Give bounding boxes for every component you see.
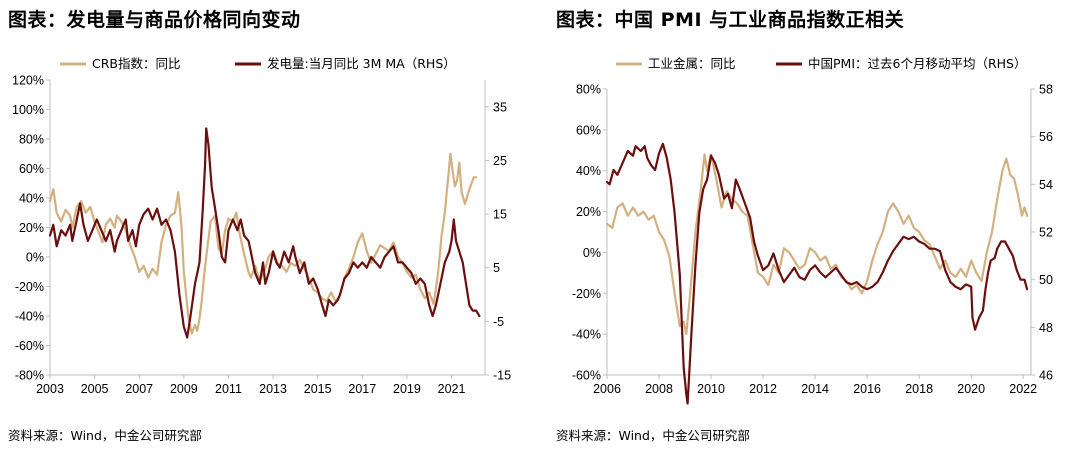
x-tick-label: 2012 [749,382,777,396]
right-tick-label: -15 [493,369,511,383]
right-tick-label: 50 [1039,273,1053,287]
x-tick-label: 2007 [125,382,153,396]
chart-title: 图表：发电量与商品价格同向变动 [8,5,301,32]
chart-panel-left: 图表：发电量与商品价格同向变动 120% 100% 80% 60% 40% 20% 0% -2… [8,5,511,443]
left-tick-label: 0% [26,251,44,265]
right-tick-label: -5 [493,315,504,329]
chart-svg-right: 80% 60% 40% 20% 0% -20% -40% -60% 58 56 54 52 50 48 46… [572,56,1053,420]
left-tick-label: 100% [12,103,44,117]
x-tick-label: 2008 [645,382,673,396]
series-line-lhs [50,154,476,334]
right-tick-label: 56 [1039,130,1053,144]
x-tick-label: 2022 [1009,382,1037,396]
chart-svg-left: 120% 100% 80% 60% 40% 20% 0% -20% -40% -60% -80% 35… [12,56,511,396]
right-tick-label: 52 [1039,226,1053,240]
x-tick-label: 2015 [304,382,332,396]
right-tick-label: 25 [493,154,507,168]
legend-label: 中国PMI：过去6个月移动平均（RHS） [808,56,1026,71]
right-tick-label: 15 [493,208,507,222]
left-tick-label: 80% [19,133,44,147]
left-tick-label: 80% [576,83,601,97]
series-line-rhs [50,128,479,337]
right-tick-label: 54 [1039,178,1053,192]
title-label: 图表： [8,9,67,31]
left-tick-label: 60% [19,162,44,176]
chart-title: 图表：中国 PMI 与工业商品指数正相关 [556,5,904,32]
title-text: 发电量与商品价格同向变动 [66,9,301,31]
chart-panel-right: 图表：中国 PMI 与工业商品指数正相关 80% 60% 40% 20% 0% -20% -… [548,0,1080,453]
x-tick-label: 2006 [593,382,621,396]
right-tick-label: 58 [1039,83,1053,97]
right-tick-label: 48 [1039,321,1053,335]
x-tick-label: 2009 [170,382,198,396]
x-tick-label: 2016 [853,382,881,396]
x-tick-label: 2018 [905,382,933,396]
x-tick-label: 2005 [81,382,109,396]
legend-label: CRB指数：同比 [92,56,181,71]
left-tick-label: -40% [572,328,601,342]
right-tick-label: 35 [493,100,507,114]
title-text: 中国 PMI 与工业商品指数正相关 [614,9,905,31]
left-tick-label: -20% [572,287,601,301]
x-tick-label: 2003 [36,382,64,396]
x-tick-label: 2010 [697,382,725,396]
left-tick-label: -20% [15,280,44,294]
left-tick-label: 0% [583,246,601,260]
x-tick-label: 2011 [215,382,242,396]
left-tick-label: -60% [15,339,44,353]
right-tick-label: 46 [1039,369,1053,383]
left-tick-label: 20% [19,221,44,235]
left-tick-label: 40% [19,192,44,206]
left-tick-label: 60% [576,123,601,137]
source-note: 资料来源：Wind，中金公司研究部 [556,428,750,443]
source-note: 资料来源：Wind，中金公司研究部 [8,428,202,443]
x-tick-label: 2021 [438,382,466,396]
x-tick-label: 2014 [801,382,829,396]
left-tick-label: -80% [15,369,44,383]
left-tick-label: -60% [572,369,601,383]
legend-label: 发电量:当月同比 3M MA（RHS） [267,56,456,71]
x-tick-label: 2017 [348,382,376,396]
left-tick-label: 20% [576,205,601,219]
legend-label: 工业金属：同比 [648,56,736,71]
x-tick-label: 2013 [259,382,287,396]
left-tick-label: 120% [12,74,44,88]
left-tick-label: 40% [576,164,601,178]
series-line-lhs [607,154,1027,334]
x-tick-label: 2020 [957,382,985,396]
x-tick-label: 2019 [393,382,421,396]
right-tick-label: 5 [493,261,500,275]
left-tick-label: -40% [15,310,44,324]
series-line-rhs [607,144,1027,404]
title-label: 图表： [556,9,615,31]
